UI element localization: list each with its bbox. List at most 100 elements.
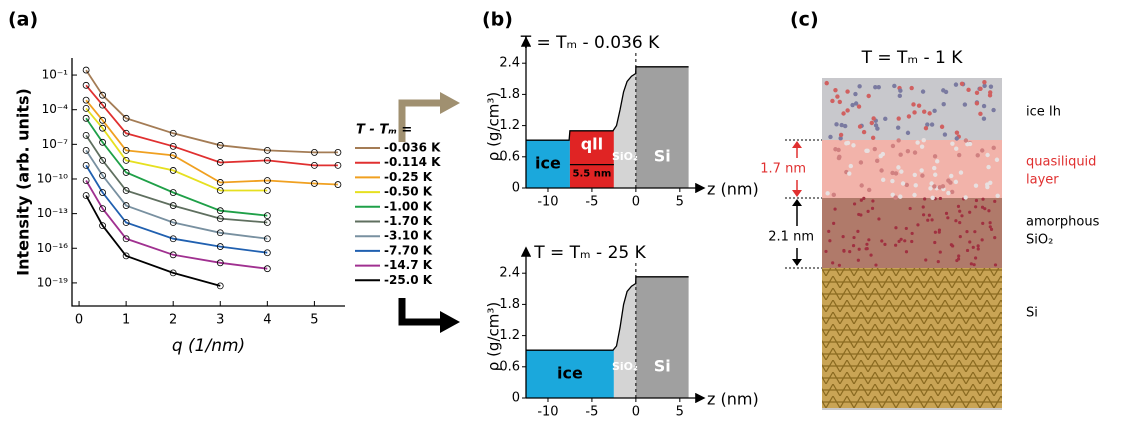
- atom: [890, 192, 895, 198]
- molecules: [824, 80, 1000, 267]
- data-point: [122, 187, 130, 194]
- atom: [883, 242, 887, 247]
- atom: [883, 116, 888, 122]
- x-axis-label: z (nm): [707, 180, 759, 199]
- atom: [894, 243, 898, 247]
- x-tick-label: 5: [676, 405, 684, 420]
- series-line: [85, 69, 338, 154]
- chart-title: T = Tₘ - 0.036 K: [520, 33, 660, 53]
- x-tick-label: 2: [169, 313, 177, 328]
- y-tick-label: 1.8: [499, 297, 520, 312]
- atom: [866, 209, 870, 214]
- atom: [904, 182, 910, 188]
- atom: [837, 99, 843, 105]
- atom: [988, 221, 992, 225]
- atom: [864, 148, 869, 154]
- data-point: [122, 156, 130, 164]
- atom: [921, 205, 925, 209]
- data-point: [99, 101, 106, 109]
- data-point: [82, 146, 90, 154]
- atom: [933, 240, 937, 245]
- atom: [959, 81, 965, 86]
- atom: [824, 80, 829, 86]
- y-axis-label: ρ (g/cm³): [485, 302, 503, 371]
- x-tick-label: 0: [632, 195, 640, 210]
- region: [635, 66, 689, 188]
- atom: [926, 218, 930, 222]
- atom: [867, 238, 871, 242]
- series-line: [85, 134, 268, 224]
- atom: [929, 122, 935, 127]
- data-point: [122, 219, 130, 226]
- atom: [948, 180, 953, 185]
- data-point: [263, 219, 271, 226]
- atom: [836, 155, 842, 161]
- atom: [958, 209, 962, 213]
- x-tick-label: 5: [676, 195, 684, 210]
- region: [613, 66, 636, 188]
- atom: [881, 177, 886, 183]
- legend-label: -0.50 K: [384, 185, 433, 199]
- y-axis-label: Intensity (arb. units): [14, 88, 33, 276]
- atom: [982, 83, 987, 89]
- atom: [976, 247, 980, 251]
- data-point: [311, 180, 318, 187]
- atom: [844, 141, 849, 146]
- series-line: [85, 117, 268, 217]
- data-point: [263, 187, 271, 194]
- chart-title: T = Tₘ - 25 K: [533, 243, 646, 263]
- atom: [938, 196, 943, 201]
- atom: [865, 242, 869, 246]
- atom: [853, 101, 859, 106]
- atom: [955, 258, 959, 263]
- atom: [915, 140, 920, 145]
- atom: [872, 146, 877, 152]
- x-tick-label: -5: [585, 405, 598, 420]
- atom: [841, 235, 845, 239]
- atom: [965, 230, 969, 234]
- atom: [954, 130, 960, 135]
- atom: [944, 211, 949, 215]
- data-point: [216, 179, 224, 186]
- atom: [912, 150, 918, 155]
- data-point: [99, 156, 106, 164]
- atom: [836, 147, 841, 153]
- atom: [866, 93, 871, 99]
- atom: [989, 227, 994, 231]
- atom: [950, 141, 955, 146]
- atom: [912, 192, 917, 198]
- atom: [953, 179, 959, 185]
- atom: [906, 114, 912, 119]
- data-point: [122, 146, 130, 154]
- x-tick-label: -5: [585, 195, 598, 210]
- atom: [974, 198, 979, 203]
- annotation: 5.5 nm: [573, 169, 612, 180]
- atom: [856, 229, 860, 233]
- atom: [941, 88, 946, 93]
- atom: [953, 82, 959, 87]
- atom: [895, 125, 901, 130]
- atom: [980, 238, 984, 242]
- data-point: [99, 205, 106, 213]
- atom: [865, 247, 869, 251]
- atom: [985, 184, 990, 190]
- y-tick-label: 1.2: [499, 118, 520, 133]
- atom: [936, 260, 940, 264]
- atom: [869, 253, 873, 257]
- x-tick-label: 1: [122, 313, 130, 328]
- data-point: [263, 249, 271, 257]
- layer-label: ice Ih: [1026, 105, 1061, 120]
- atom: [871, 199, 875, 203]
- atom: [897, 93, 903, 99]
- atom: [963, 195, 968, 200]
- region: [526, 130, 570, 188]
- atom: [921, 213, 926, 217]
- si-band: [822, 268, 1002, 408]
- series-line: [85, 164, 268, 254]
- atom: [850, 102, 855, 108]
- atom: [930, 195, 935, 201]
- region: [635, 276, 689, 398]
- atom: [963, 138, 969, 143]
- data-point: [169, 202, 177, 209]
- atom: [843, 123, 848, 129]
